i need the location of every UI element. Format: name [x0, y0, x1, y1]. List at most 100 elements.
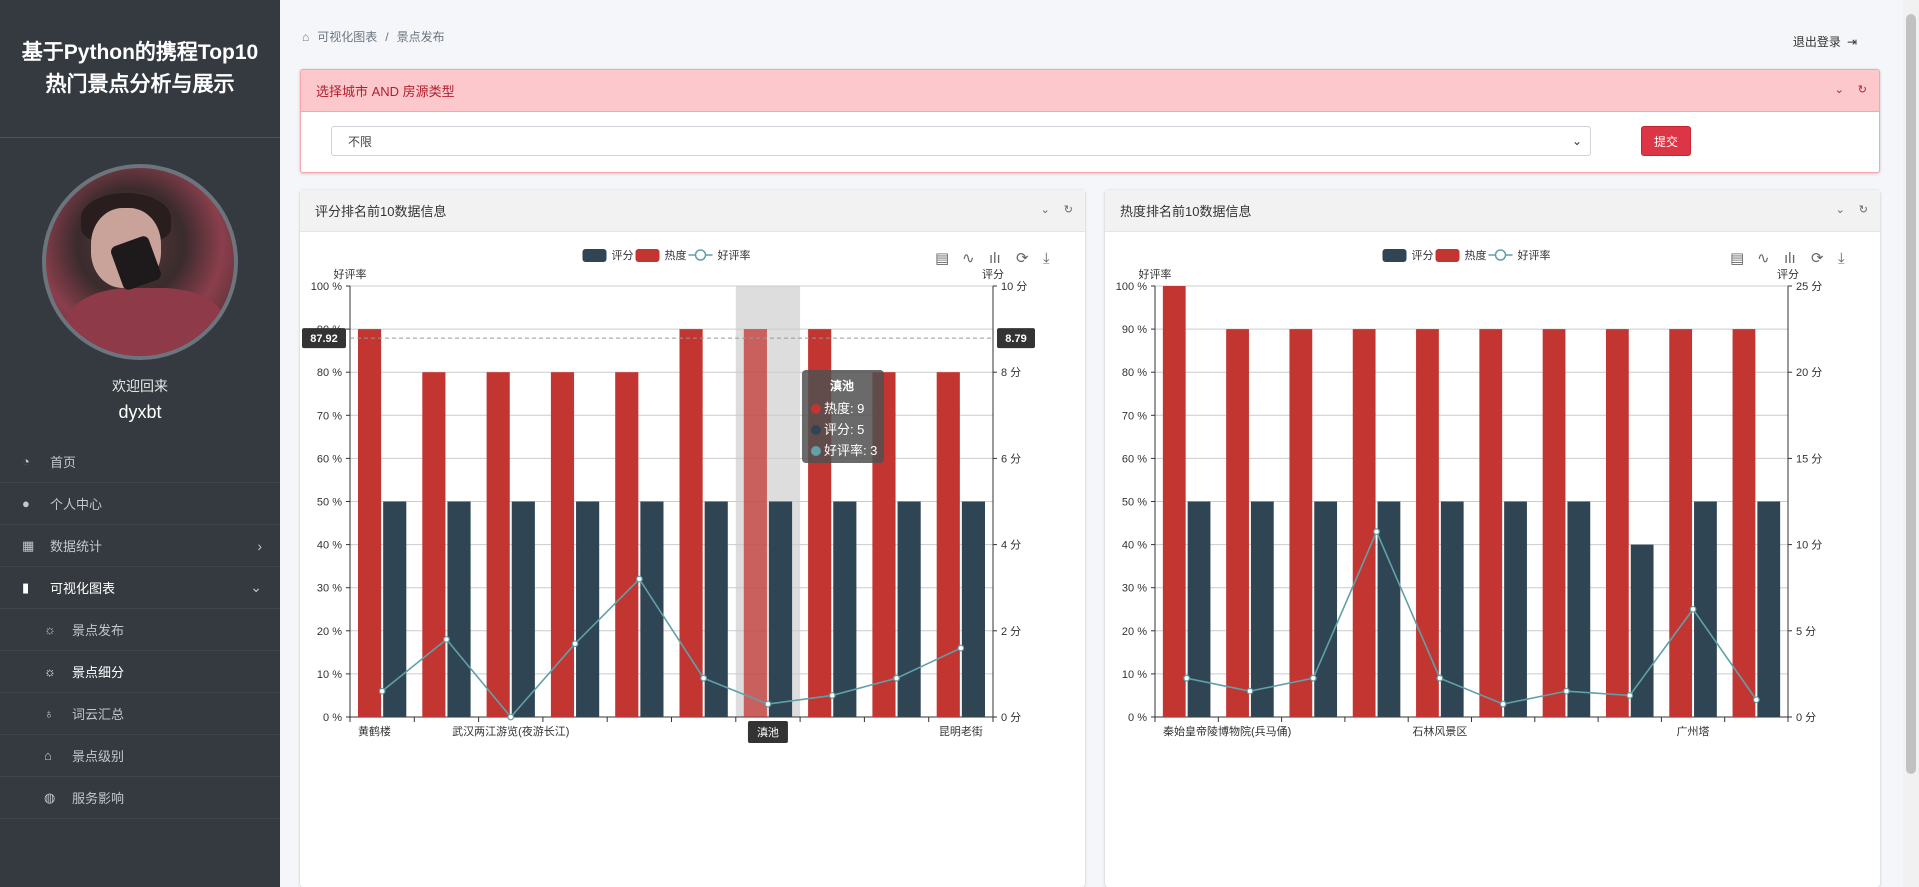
submit-button[interactable]: 提交 [1641, 126, 1691, 156]
tooltip-marker [810, 425, 821, 435]
chart-card-header: 热度排名前10数据信息 ⌄ ↻ [1105, 190, 1880, 232]
left-tick-label: 90 % [1122, 324, 1147, 336]
rate-point [378, 687, 386, 695]
score-bar [1250, 501, 1274, 717]
heat-bar [1542, 329, 1566, 717]
crosshair-left-value: 87.92 [310, 333, 338, 345]
rate-point [1436, 674, 1444, 682]
sidebar-item-label: 可视化图表 [50, 581, 116, 596]
page-scrollbar[interactable] [1903, 0, 1919, 887]
home-icon[interactable]: ⌂ [302, 29, 310, 44]
bar-switch-icon[interactable]: ılı [1784, 250, 1796, 267]
crosshair-right-badge [997, 328, 1035, 349]
app-title: 基于Python的携程Top10热门景点分析与展示 [21, 40, 259, 96]
user-panel: 欢迎回来 dyxbt [0, 138, 280, 423]
collapse-icon[interactable]: ⌄ [1834, 84, 1844, 96]
sidebar-item-label: 词云汇总 [72, 707, 125, 722]
heat-bar [358, 329, 382, 717]
right-tick-label: 8 分 [1001, 366, 1021, 379]
x-tick-label: 昆明老街 [939, 724, 983, 738]
save-image-icon[interactable]: ⤓ [1043, 250, 1050, 267]
legend-label: 热度 [1465, 248, 1487, 262]
rate-series-line [381, 577, 962, 719]
sidebar-subitem-service[interactable]: ◍ 服务影响 [0, 777, 280, 819]
score-bar [1504, 501, 1527, 717]
bar-chart-icon: ▮ [22, 579, 30, 595]
heat-bar [743, 329, 767, 717]
rate-legend-marker [694, 249, 707, 261]
crosshair-right-value: 8.79 [1005, 333, 1026, 345]
refresh-icon[interactable]: ↻ [1857, 84, 1867, 96]
x-tick-label: 武汉两江游览(夜游长江) [452, 724, 569, 738]
tooltip-row: 好评率: 3 [824, 443, 877, 458]
line-switch-icon[interactable]: ∿ [962, 250, 975, 267]
rate-point [443, 636, 450, 643]
rate-point [635, 575, 643, 583]
x-tick-label: 黄鹤楼 [358, 724, 391, 738]
left-tick-label: 20 % [1122, 626, 1147, 638]
score-bar [704, 501, 728, 717]
right-tick-label: 2 分 [1001, 625, 1021, 638]
refresh-icon[interactable]: ↻ [1858, 204, 1868, 216]
sun-icon: ☼ [44, 664, 56, 679]
collapse-icon[interactable]: ⌄ [1835, 204, 1845, 216]
line-switch-icon[interactable]: ∿ [1757, 250, 1770, 267]
username: dyxbt [118, 402, 162, 422]
sidebar-item-statistics[interactable]: ▦ 数据统计 › [0, 525, 280, 567]
heat-chart-card: 热度排名前10数据信息 ⌄ ↻ 评分 热度 好评率 ▤ ∿ ılı ⟳ ⤓ 好评率 评分 0 % 10… [1105, 190, 1880, 887]
sidebar-item-label: 景点发布 [72, 623, 125, 638]
left-tick-label: 100 % [311, 281, 342, 293]
bar-switch-icon[interactable]: ılı [989, 250, 1001, 267]
score-bar [640, 501, 664, 717]
collapse-icon[interactable]: ⌄ [1040, 204, 1050, 216]
sidebar-item-profile[interactable]: ● 个人中心 [0, 483, 280, 525]
logout-button[interactable]: 退出登录 ⇥ [1793, 33, 1857, 50]
left-axis-name: 好评率 [334, 267, 367, 281]
restore-icon[interactable]: ⟳ [1811, 250, 1824, 267]
rate-point [1752, 696, 1760, 704]
refresh-icon[interactable]: ↻ [1063, 204, 1073, 216]
score-bar [576, 501, 600, 717]
right-tick-label: 4 分 [1001, 539, 1021, 552]
restore-icon[interactable]: ⟳ [1016, 250, 1029, 267]
city-select[interactable]: 不限 ⌄ [331, 126, 1591, 156]
x-tick-label: 秦始皇帝陵博物院(兵马俑) [1163, 724, 1291, 738]
grid-icon: ▦ [22, 537, 35, 553]
left-tick-label: 70 % [1122, 410, 1147, 422]
brand: 基于Python的携程Top10热门景点分析与展示 [0, 0, 280, 138]
heat-bar [1479, 329, 1503, 717]
sidebar-item-home[interactable]: ◔ 首页 [0, 441, 280, 483]
right-tick-label: 15 分 [1796, 452, 1822, 465]
score-bar [1694, 501, 1717, 717]
sidebar-subitem-level[interactable]: ⌂ 景点级别 [0, 735, 280, 777]
rate-point [957, 644, 965, 652]
chart-title: 热度排名前10数据信息 [1120, 204, 1252, 219]
sidebar-item-label: 数据统计 [50, 539, 103, 554]
sidebar-item-charts[interactable]: ▮ 可视化图表 ⌄ [0, 567, 280, 609]
left-tick-label: 80 % [317, 367, 342, 379]
logout-label: 退出登录 [1792, 35, 1841, 49]
save-image-icon[interactable]: ⤓ [1838, 250, 1845, 267]
sidebar-item-label: 景点细分 [72, 665, 125, 680]
sidebar-subitem-wordcloud[interactable]: ♁ 词云汇总 [0, 693, 280, 735]
breadcrumb-item: 景点发布 [396, 30, 445, 44]
heat-legend-swatch [635, 249, 660, 262]
chevron-right-icon: › [257, 537, 262, 554]
heat-bar [422, 372, 446, 717]
sidebar-item-label: 服务影响 [72, 791, 125, 806]
sidebar-subitem-segment[interactable]: ☼ 景点细分 [0, 651, 280, 693]
rate-legend-marker [1494, 249, 1507, 261]
rate-point [828, 692, 836, 699]
scrollbar-thumb[interactable] [1906, 14, 1916, 774]
heat-bar [1162, 286, 1186, 717]
legend-label: 评分 [1412, 249, 1434, 262]
data-view-icon[interactable]: ▤ [1730, 250, 1744, 267]
breadcrumb-item[interactable]: 可视化图表 [317, 30, 378, 44]
sidebar-subitem-publish[interactable]: ☼ 景点发布 [0, 609, 280, 651]
heat-chart[interactable]: 评分 热度 好评率 ▤ ∿ ılı ⟳ ⤓好评率 评分0 %10 %20 %30 %40 %50… [1105, 232, 1880, 887]
left-tick-label: 60 % [1122, 453, 1147, 465]
data-view-icon[interactable]: ▤ [935, 250, 949, 267]
chart-title: 评分排名前10数据信息 [315, 204, 447, 219]
score-chart[interactable]: 评分 热度 好评率 ▤ ∿ ılı ⟳ ⤓好评率 评分0 %10 %20 %30 %40 %50… [300, 232, 1085, 887]
rate-point [1563, 687, 1570, 695]
